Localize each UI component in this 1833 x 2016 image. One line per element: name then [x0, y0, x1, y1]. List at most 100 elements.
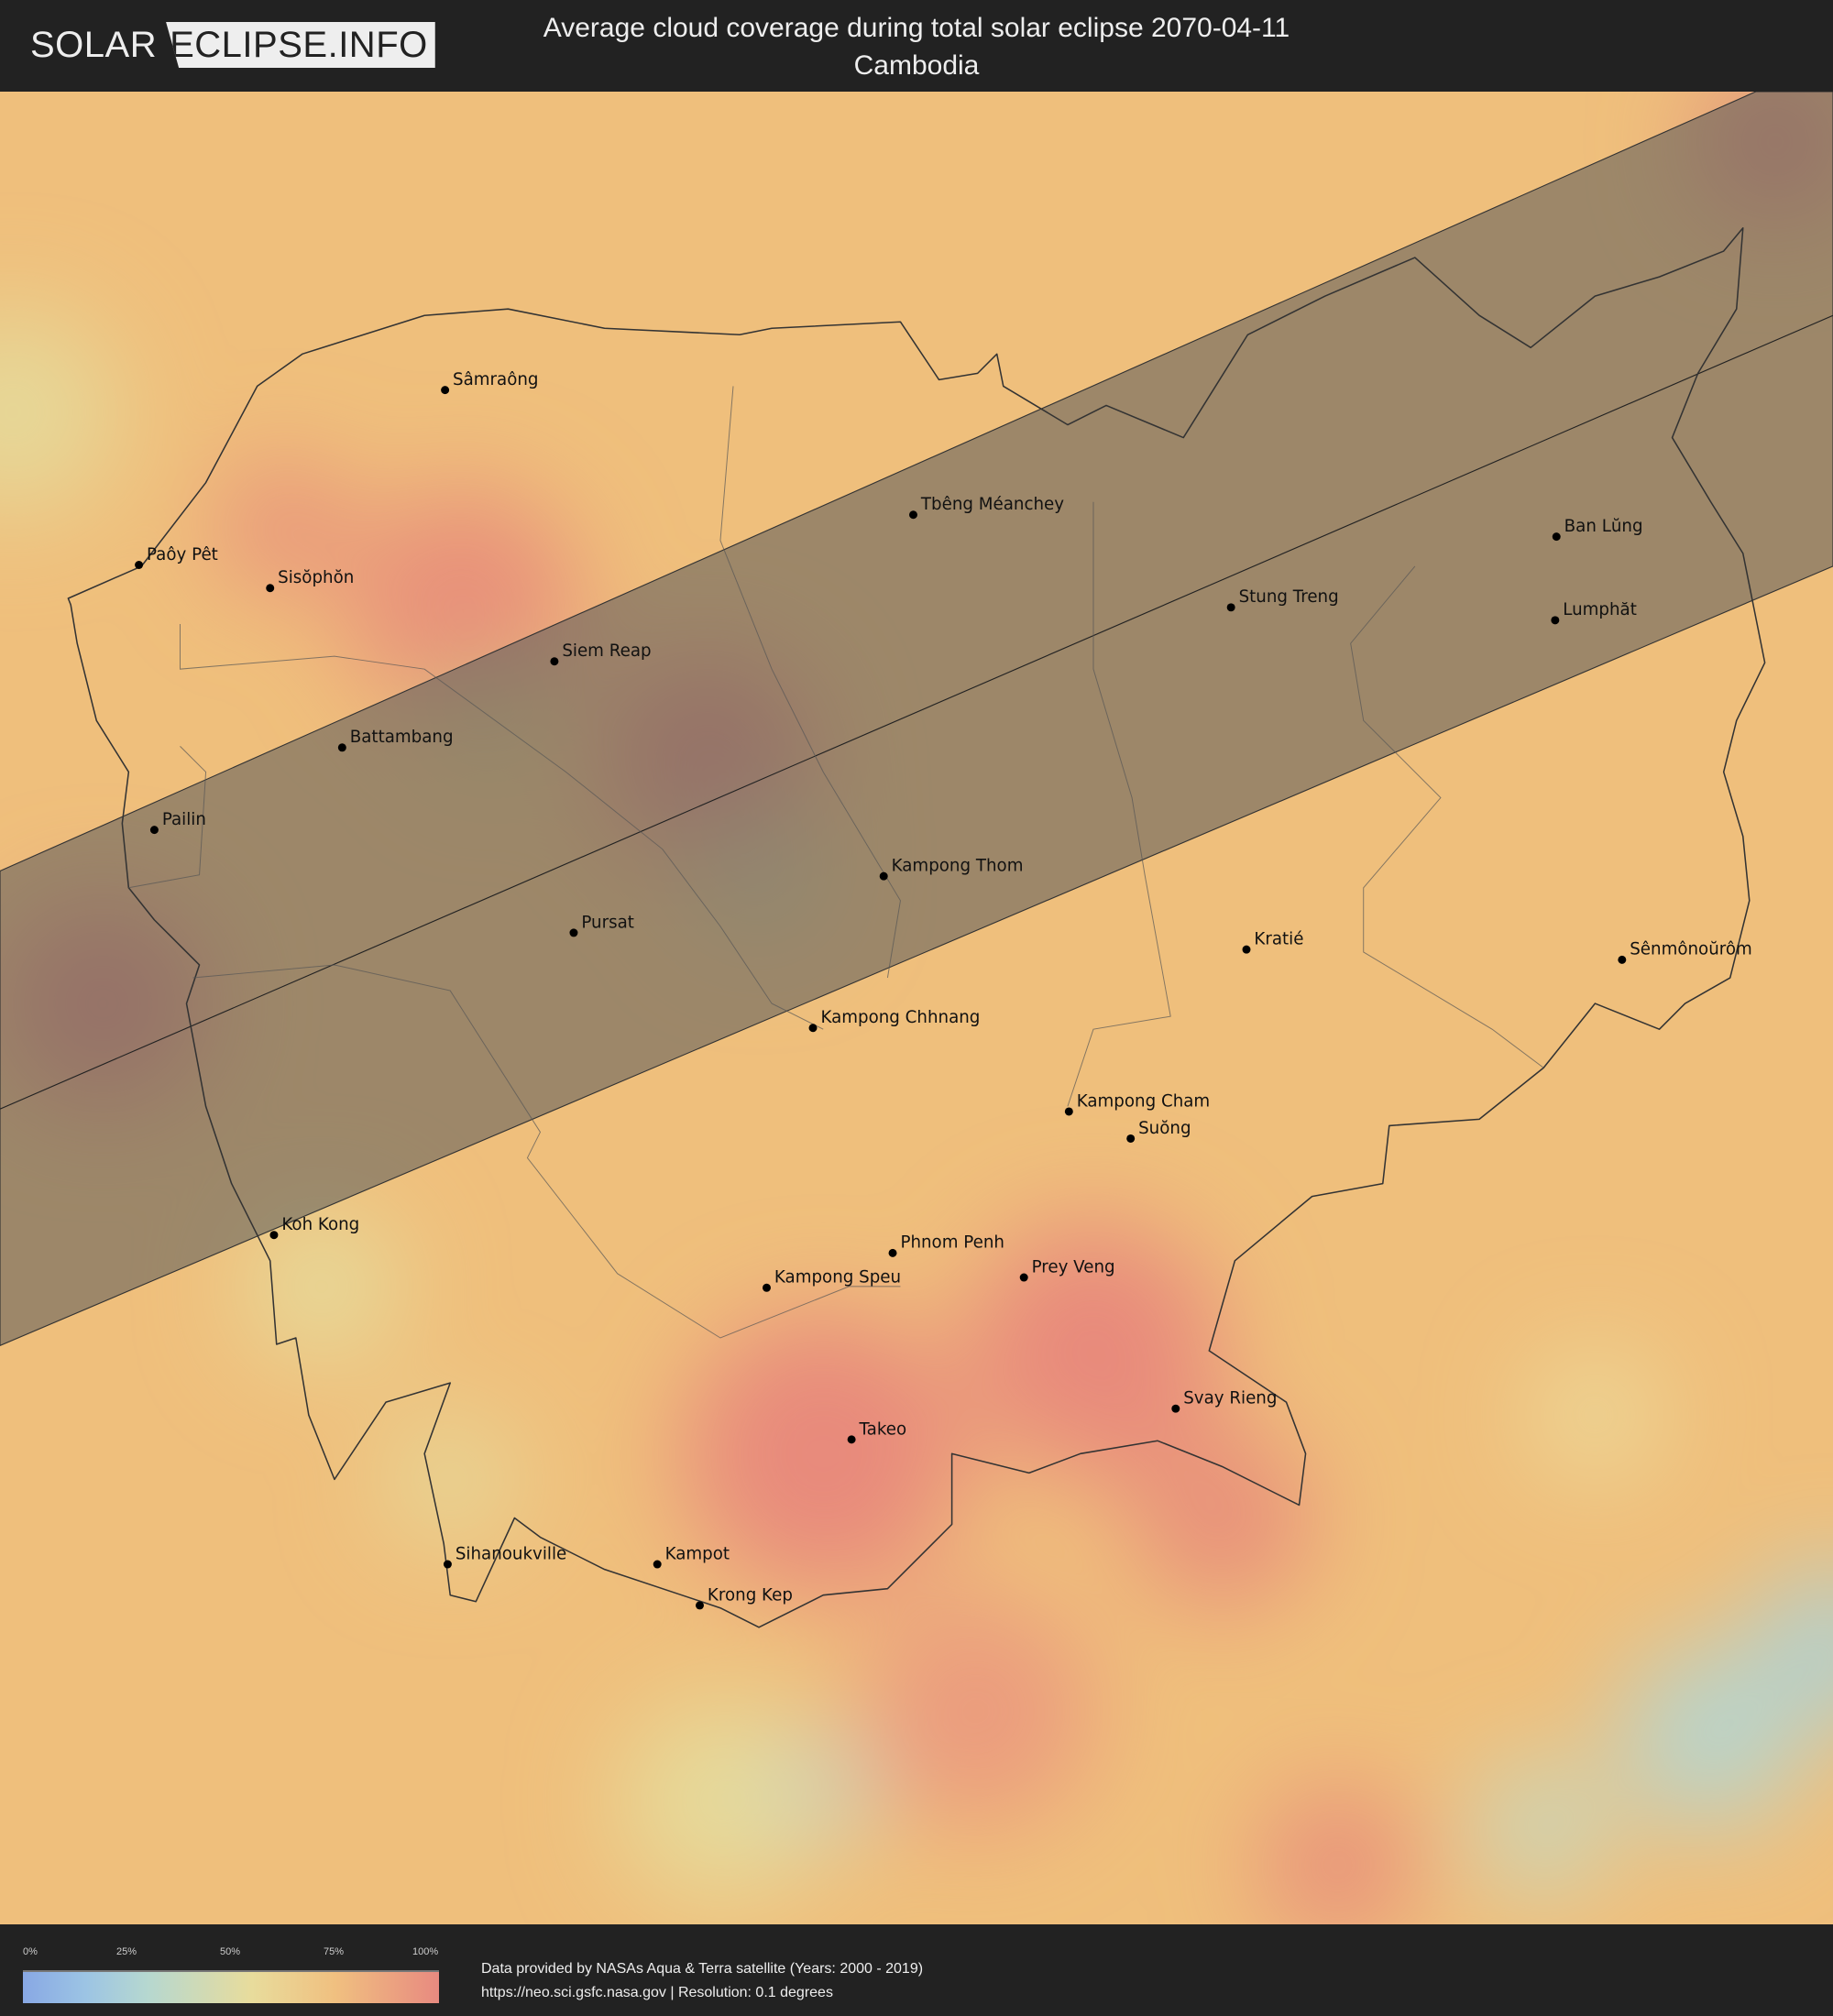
eclipse-band	[0, 92, 1833, 1347]
city-marker[interactable]: Ban Lŭng	[1552, 517, 1643, 542]
subtitle: Cambodia	[853, 50, 980, 81]
city-marker[interactable]: Kampong Cham	[1064, 1091, 1210, 1116]
city-label: Ban Lŭng	[1564, 517, 1643, 536]
heatmap-cell	[617, 1697, 824, 1904]
city-label: Sâmraông	[453, 370, 538, 389]
city-dot	[847, 1435, 856, 1444]
legend-tick: 50%	[220, 1946, 241, 1957]
city-dot	[569, 928, 578, 937]
city-label: Battambang	[350, 728, 454, 747]
city-marker[interactable]: Siem Reap	[550, 641, 652, 666]
city-dot	[1551, 616, 1560, 625]
country-border	[67, 227, 1766, 1628]
city-marker[interactable]: Sênmônoŭrôm	[1618, 940, 1752, 964]
city-dot	[1019, 1273, 1028, 1282]
city-marker[interactable]: Koh Kong	[269, 1215, 359, 1240]
city-dot	[443, 1560, 452, 1569]
city-marker[interactable]: Lumphăt	[1551, 600, 1637, 625]
heatmap-cell	[244, 1209, 400, 1364]
city-marker[interactable]: Paôy Pêt	[135, 545, 218, 569]
city-label: Takeo	[859, 1419, 907, 1439]
header: SOLAR ECLIPSE.INFO Average cloud coverag…	[0, 0, 1833, 92]
city-label: Kampot	[665, 1544, 730, 1563]
heatmap-cell	[0, 309, 116, 515]
legend-tick: 0%	[23, 1946, 38, 1957]
heatmap-cell	[862, 1594, 1093, 1827]
site-logo[interactable]: SOLAR ECLIPSE.INFO	[30, 22, 435, 68]
city-marker[interactable]: Battambang	[337, 728, 454, 752]
city-dot	[1226, 603, 1235, 612]
city-marker[interactable]: Pursat	[569, 913, 634, 937]
heatmap-cell	[386, 1415, 515, 1544]
city-marker[interactable]: Sihanoukville	[443, 1544, 566, 1569]
city-marker[interactable]: Phnom Penh	[888, 1233, 1004, 1257]
city-label: Sênmônoŭrôm	[1630, 940, 1752, 959]
city-dot	[909, 510, 917, 520]
city-marker[interactable]: Kampong Chhnang	[808, 1008, 981, 1033]
city-dot	[1618, 955, 1627, 964]
city-label: Tbêng Méanchey	[920, 495, 1064, 514]
legend-tick: 75%	[324, 1946, 345, 1957]
city-dot	[1171, 1404, 1180, 1413]
city-marker[interactable]: Suŏng	[1126, 1119, 1191, 1143]
city-label: Phnom Penh	[900, 1233, 1004, 1253]
heatmap-cell	[1531, 1351, 1660, 1480]
city-marker[interactable]: Tbêng Méanchey	[909, 495, 1064, 520]
city-marker[interactable]: Sisŏphŏn	[266, 568, 354, 593]
city-label: Koh Kong	[281, 1215, 359, 1234]
city-marker[interactable]: Pailin	[149, 810, 206, 835]
city-marker[interactable]: Sâmraông	[441, 370, 539, 395]
city-label: Svay Rieng	[1183, 1389, 1277, 1408]
city-marker[interactable]: Kampot	[653, 1544, 730, 1569]
logo-right: ECLIPSE.INFO	[166, 22, 435, 68]
city-label: Paôy Pêt	[147, 545, 218, 564]
credit-line-1: Data provided by NASAs Aqua & Terra sate…	[481, 1961, 924, 1977]
city-dot	[550, 657, 559, 666]
city-markers: Sâmraông Paôy Pêt Sisŏphŏn Tbêng Méanchey Ba…	[135, 370, 1752, 1610]
city-dot	[808, 1024, 818, 1033]
city-label: Pailin	[162, 810, 206, 829]
city-marker[interactable]: Prey Veng	[1019, 1257, 1115, 1282]
city-label: Kampong Chhnang	[820, 1008, 980, 1027]
city-marker[interactable]: Takeo	[847, 1419, 907, 1444]
city-label: Pursat	[581, 913, 634, 932]
city-label: Sihanoukville	[456, 1544, 566, 1563]
logo-left: SOLAR	[30, 24, 158, 65]
city-label: Sisŏphŏn	[278, 568, 354, 587]
city-marker[interactable]: Svay Rieng	[1171, 1389, 1277, 1413]
city-dot	[337, 743, 346, 752]
city-label: Lumphăt	[1563, 600, 1637, 619]
heatmap-cell	[1755, 1569, 1833, 1725]
city-label: Stung Treng	[1239, 587, 1339, 607]
legend-tick: 100%	[412, 1946, 439, 1957]
city-dot	[1242, 945, 1251, 954]
legend-color-bar	[23, 1970, 439, 2003]
city-label: Kampong Cham	[1077, 1091, 1210, 1111]
eclipse-center-line	[0, 314, 1833, 1110]
heatmap-cell	[964, 1222, 1223, 1480]
city-dot	[763, 1283, 771, 1292]
city-dot	[888, 1248, 897, 1257]
city-dot	[879, 871, 888, 881]
city-dot	[269, 1231, 279, 1240]
city-dot	[1126, 1134, 1136, 1143]
city-dot	[696, 1601, 704, 1610]
page-title: Average cloud coverage during total sola…	[458, 9, 1375, 84]
city-marker[interactable]: Kratié	[1242, 930, 1304, 954]
legend-tick: 25%	[116, 1946, 137, 1957]
city-dot	[135, 561, 144, 569]
city-marker[interactable]: Kampong Speu	[763, 1268, 901, 1292]
city-label: Krong Kep	[708, 1585, 793, 1605]
title: Average cloud coverage during total sola…	[543, 13, 1290, 43]
city-label: Suŏng	[1138, 1119, 1191, 1138]
city-dot	[441, 386, 450, 395]
cloud-coverage-map[interactable]: Sâmraông Paôy Pêt Sisŏphŏn Tbêng Méanchey Ba…	[0, 92, 1833, 1924]
heatmap-cell	[1132, 1428, 1312, 1608]
city-dot	[1064, 1107, 1073, 1116]
city-marker[interactable]: Stung Treng	[1226, 587, 1339, 612]
city-marker[interactable]: Krong Kep	[696, 1585, 793, 1610]
city-label: Prey Veng	[1032, 1257, 1115, 1276]
city-marker[interactable]: Kampong Thom	[879, 857, 1024, 881]
credit-line-2[interactable]: https://neo.sci.gsfc.nasa.gov | Resoluti…	[481, 1985, 833, 2000]
heatmap-cell	[1479, 1762, 1608, 1891]
